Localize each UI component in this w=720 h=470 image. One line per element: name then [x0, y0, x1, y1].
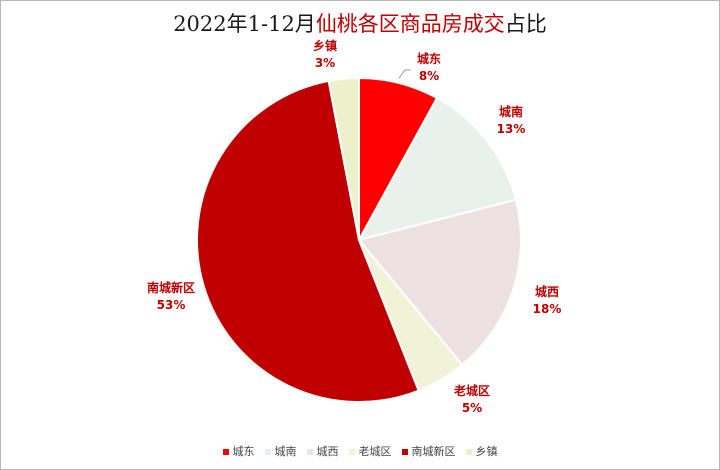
legend-label-0: 城东 [232, 445, 255, 458]
data-label-0: 城东 8% [417, 51, 441, 83]
legend-item-1: 城南 [264, 443, 297, 459]
data-label-category-3: 老城区 [454, 383, 490, 398]
data-label-value-4: 53% [157, 298, 186, 312]
legend-label-3: 老城区 [358, 445, 392, 458]
data-label-category-0: 城东 [417, 51, 441, 66]
chart-title-accent: 仙桃各区商品房成交 [315, 12, 505, 36]
legend-swatch-5 [465, 449, 472, 455]
legend-swatch-4 [401, 449, 408, 455]
data-label-value-5: 3% [315, 56, 335, 70]
legend-label-5: 乡镇 [475, 445, 498, 458]
legend-label-1: 城南 [274, 445, 297, 458]
label-leader-line [398, 69, 411, 79]
chart-title-suffix: 占比 [504, 12, 547, 36]
data-label-value-3: 5% [462, 401, 482, 415]
data-label-3: 老城区 5% [454, 383, 490, 415]
legend-swatch-0 [222, 449, 229, 455]
data-label-4: 南城新区 53% [147, 280, 195, 312]
legend-item-0: 城东 [222, 443, 255, 459]
legend-item-4: 南城新区 [401, 443, 456, 459]
legend-item-3: 老城区 [348, 443, 392, 459]
data-label-category-5: 乡镇 [313, 38, 337, 53]
data-label-category-1: 城南 [499, 104, 523, 119]
data-label-category-2: 城西 [535, 284, 559, 299]
legend-item-2: 城西 [306, 443, 339, 459]
data-label-category-4: 南城新区 [147, 280, 195, 295]
legend-swatch-3 [348, 449, 355, 455]
legend-label-2: 城西 [316, 445, 339, 458]
legend-swatch-1 [264, 449, 271, 455]
data-label-1: 城南 13% [497, 104, 526, 136]
data-label-value-0: 8% [419, 69, 439, 83]
legend-label-4: 南城新区 [411, 445, 456, 458]
data-label-5: 乡镇 3% [313, 38, 337, 70]
data-label-2: 城西 18% [533, 284, 562, 316]
pie-slice-5 [327, 76, 360, 241]
pie-slice-4 [196, 79, 420, 403]
pie-slice-2 [357, 198, 522, 367]
data-label-value-1: 13% [497, 122, 526, 136]
data-label-value-2: 18% [533, 302, 562, 316]
legend-item-5: 乡镇 [465, 443, 498, 459]
chart-title: 2022年1-12月仙桃各区商品房成交占比 [0, 8, 720, 38]
chart-legend: 城东 城南 城西 老城区 南城新区 乡镇 [0, 443, 720, 459]
pie-slice-1 [357, 96, 518, 242]
chart-title-prefix: 2022年1-12月 [173, 12, 316, 36]
legend-swatch-2 [306, 449, 313, 455]
